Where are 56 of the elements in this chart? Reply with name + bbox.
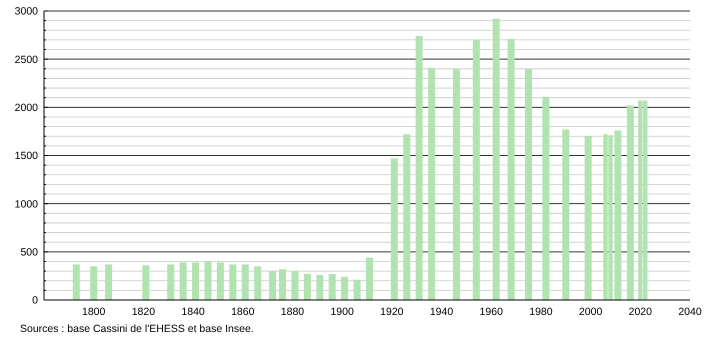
bar (542, 96, 550, 300)
bar (142, 265, 150, 300)
bar (626, 105, 634, 300)
bar (105, 264, 112, 300)
y-tick-label: 0 (32, 294, 38, 307)
x-tick-label: 1960 (480, 306, 504, 318)
source-note: Sources : base Cassini de l'EHESS et base Insee. (20, 323, 254, 335)
x-tick-label: 2000 (578, 306, 602, 318)
bar (167, 264, 174, 300)
x-tick-label: 1880 (280, 306, 304, 318)
bar (269, 271, 276, 300)
y-tick-label: 1500 (14, 150, 38, 162)
bar (229, 264, 236, 300)
bar (416, 36, 423, 300)
x-tick-label: 1800 (82, 306, 106, 318)
bar (584, 136, 592, 300)
y-tick-label: 3000 (14, 6, 38, 18)
x-tick-label: 1900 (330, 306, 354, 318)
bar (341, 276, 348, 300)
bar (204, 261, 212, 300)
bar (525, 68, 532, 300)
bar (562, 129, 570, 300)
bar (192, 262, 200, 300)
bar (242, 264, 249, 300)
bar (279, 269, 286, 300)
x-tick-label: 1940 (430, 306, 454, 318)
bar (254, 266, 262, 300)
y-tick-label: 1000 (14, 198, 38, 210)
bar (403, 134, 410, 300)
x-tick-label: 2020 (628, 306, 652, 318)
y-tick-label: 2500 (14, 54, 38, 66)
bar (428, 68, 436, 300)
bar (366, 258, 373, 300)
bar (316, 274, 324, 300)
bar (390, 158, 398, 300)
y-tick-label: 500 (20, 246, 38, 259)
x-tick-label: 1980 (529, 306, 553, 318)
bar (492, 18, 500, 300)
bar (472, 40, 480, 300)
x-tick-label: 1840 (181, 306, 205, 318)
bar (328, 274, 336, 300)
bar (216, 262, 224, 300)
bar (291, 271, 298, 300)
x-tick-label: 1820 (132, 306, 156, 318)
bar (72, 264, 80, 300)
bar (614, 130, 622, 300)
bar (508, 38, 515, 300)
bar (452, 68, 460, 300)
x-tick-label: 1860 (231, 306, 255, 318)
y-tick-label: 2000 (14, 102, 38, 114)
bar (304, 274, 311, 300)
bar (354, 280, 361, 300)
x-tick-label: 2040 (678, 306, 702, 318)
bar (180, 262, 187, 300)
x-tick-label: 1920 (380, 306, 404, 318)
bar (90, 266, 98, 300)
